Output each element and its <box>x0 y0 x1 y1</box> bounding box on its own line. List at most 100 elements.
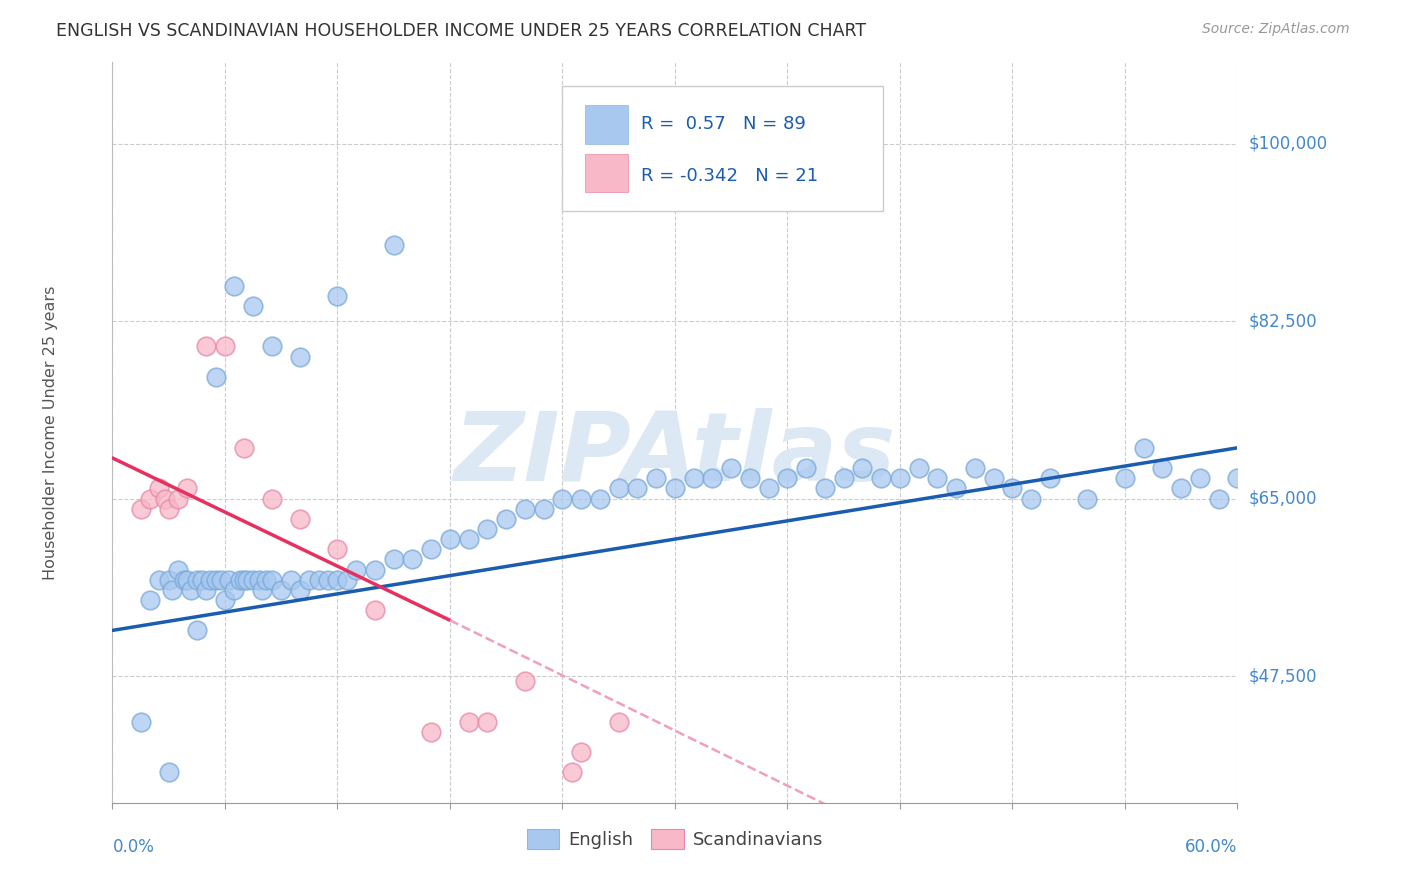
Point <box>457 532 479 546</box>
Point <box>242 573 264 587</box>
Point <box>229 573 252 587</box>
Point <box>326 289 349 303</box>
Point <box>551 491 574 506</box>
Point <box>236 573 259 587</box>
Point <box>569 745 592 759</box>
Point <box>198 573 221 587</box>
Point <box>186 573 208 587</box>
Point <box>139 491 162 506</box>
Point <box>280 573 302 587</box>
Point <box>176 573 198 587</box>
Point <box>457 714 479 729</box>
Point <box>232 573 254 587</box>
Point <box>945 482 967 496</box>
Bar <box>585 105 627 144</box>
Point <box>186 624 208 638</box>
Point <box>254 573 277 587</box>
Text: $100,000: $100,000 <box>1249 135 1327 153</box>
Point <box>326 542 349 557</box>
Legend: English, Scandinavians: English, Scandinavians <box>519 822 831 856</box>
Point <box>364 562 387 576</box>
Point <box>148 482 170 496</box>
Point <box>889 471 911 485</box>
Point <box>288 582 311 597</box>
Text: Householder Income Under 25 years: Householder Income Under 25 years <box>44 285 58 580</box>
Point <box>209 573 232 587</box>
Text: 0.0%: 0.0% <box>112 838 155 855</box>
Point <box>1076 491 1098 506</box>
Text: $65,000: $65,000 <box>1249 490 1317 508</box>
Point <box>153 491 176 506</box>
Text: R = -0.342   N = 21: R = -0.342 N = 21 <box>641 167 818 185</box>
Point <box>167 562 190 576</box>
Point <box>870 471 893 485</box>
Point <box>214 593 236 607</box>
Point <box>162 582 184 597</box>
Point <box>139 593 162 607</box>
Point <box>626 482 648 496</box>
Point <box>513 674 536 689</box>
Point <box>1226 471 1249 485</box>
Text: Source: ZipAtlas.com: Source: ZipAtlas.com <box>1202 22 1350 37</box>
Point <box>983 471 1005 485</box>
Point <box>814 482 837 496</box>
Point <box>204 369 226 384</box>
Text: R =  0.57   N = 89: R = 0.57 N = 89 <box>641 115 806 133</box>
Point <box>148 573 170 587</box>
Point <box>288 512 311 526</box>
Text: $82,500: $82,500 <box>1249 312 1317 330</box>
Point <box>1132 441 1154 455</box>
Point <box>720 461 742 475</box>
Point <box>344 562 367 576</box>
Point <box>252 582 274 597</box>
Point <box>477 522 499 536</box>
Point <box>173 573 195 587</box>
Point <box>513 501 536 516</box>
Point <box>533 501 555 516</box>
Point <box>224 582 246 597</box>
Point <box>260 573 283 587</box>
Text: 60.0%: 60.0% <box>1185 838 1237 855</box>
Point <box>288 350 311 364</box>
Point <box>439 532 461 546</box>
Point <box>589 491 612 506</box>
Point <box>645 471 668 485</box>
Point <box>214 339 236 353</box>
Point <box>195 582 218 597</box>
Point <box>247 573 270 587</box>
Point <box>167 491 190 506</box>
Point <box>1152 461 1174 475</box>
Point <box>702 471 724 485</box>
Point <box>1208 491 1230 506</box>
FancyBboxPatch shape <box>562 87 883 211</box>
Point <box>758 482 780 496</box>
Point <box>420 542 443 557</box>
Point <box>607 482 630 496</box>
Point <box>401 552 423 566</box>
Point <box>420 724 443 739</box>
Point <box>664 482 686 496</box>
Point <box>176 482 198 496</box>
Point <box>298 573 321 587</box>
Text: ZIPAtlas: ZIPAtlas <box>454 409 896 501</box>
Point <box>195 339 218 353</box>
Point <box>776 471 799 485</box>
Point <box>1039 471 1062 485</box>
Point <box>477 714 499 729</box>
Point <box>927 471 949 485</box>
Point <box>1188 471 1211 485</box>
Point <box>1001 482 1024 496</box>
Point <box>308 573 330 587</box>
Point <box>561 765 583 780</box>
Point <box>129 501 152 516</box>
Point <box>191 573 214 587</box>
Point <box>382 552 405 566</box>
Point <box>682 471 704 485</box>
Point <box>794 461 817 475</box>
Point <box>157 573 180 587</box>
Point <box>232 441 254 455</box>
Point <box>218 573 240 587</box>
Point <box>326 573 349 587</box>
Point <box>242 299 264 313</box>
Point <box>224 278 246 293</box>
